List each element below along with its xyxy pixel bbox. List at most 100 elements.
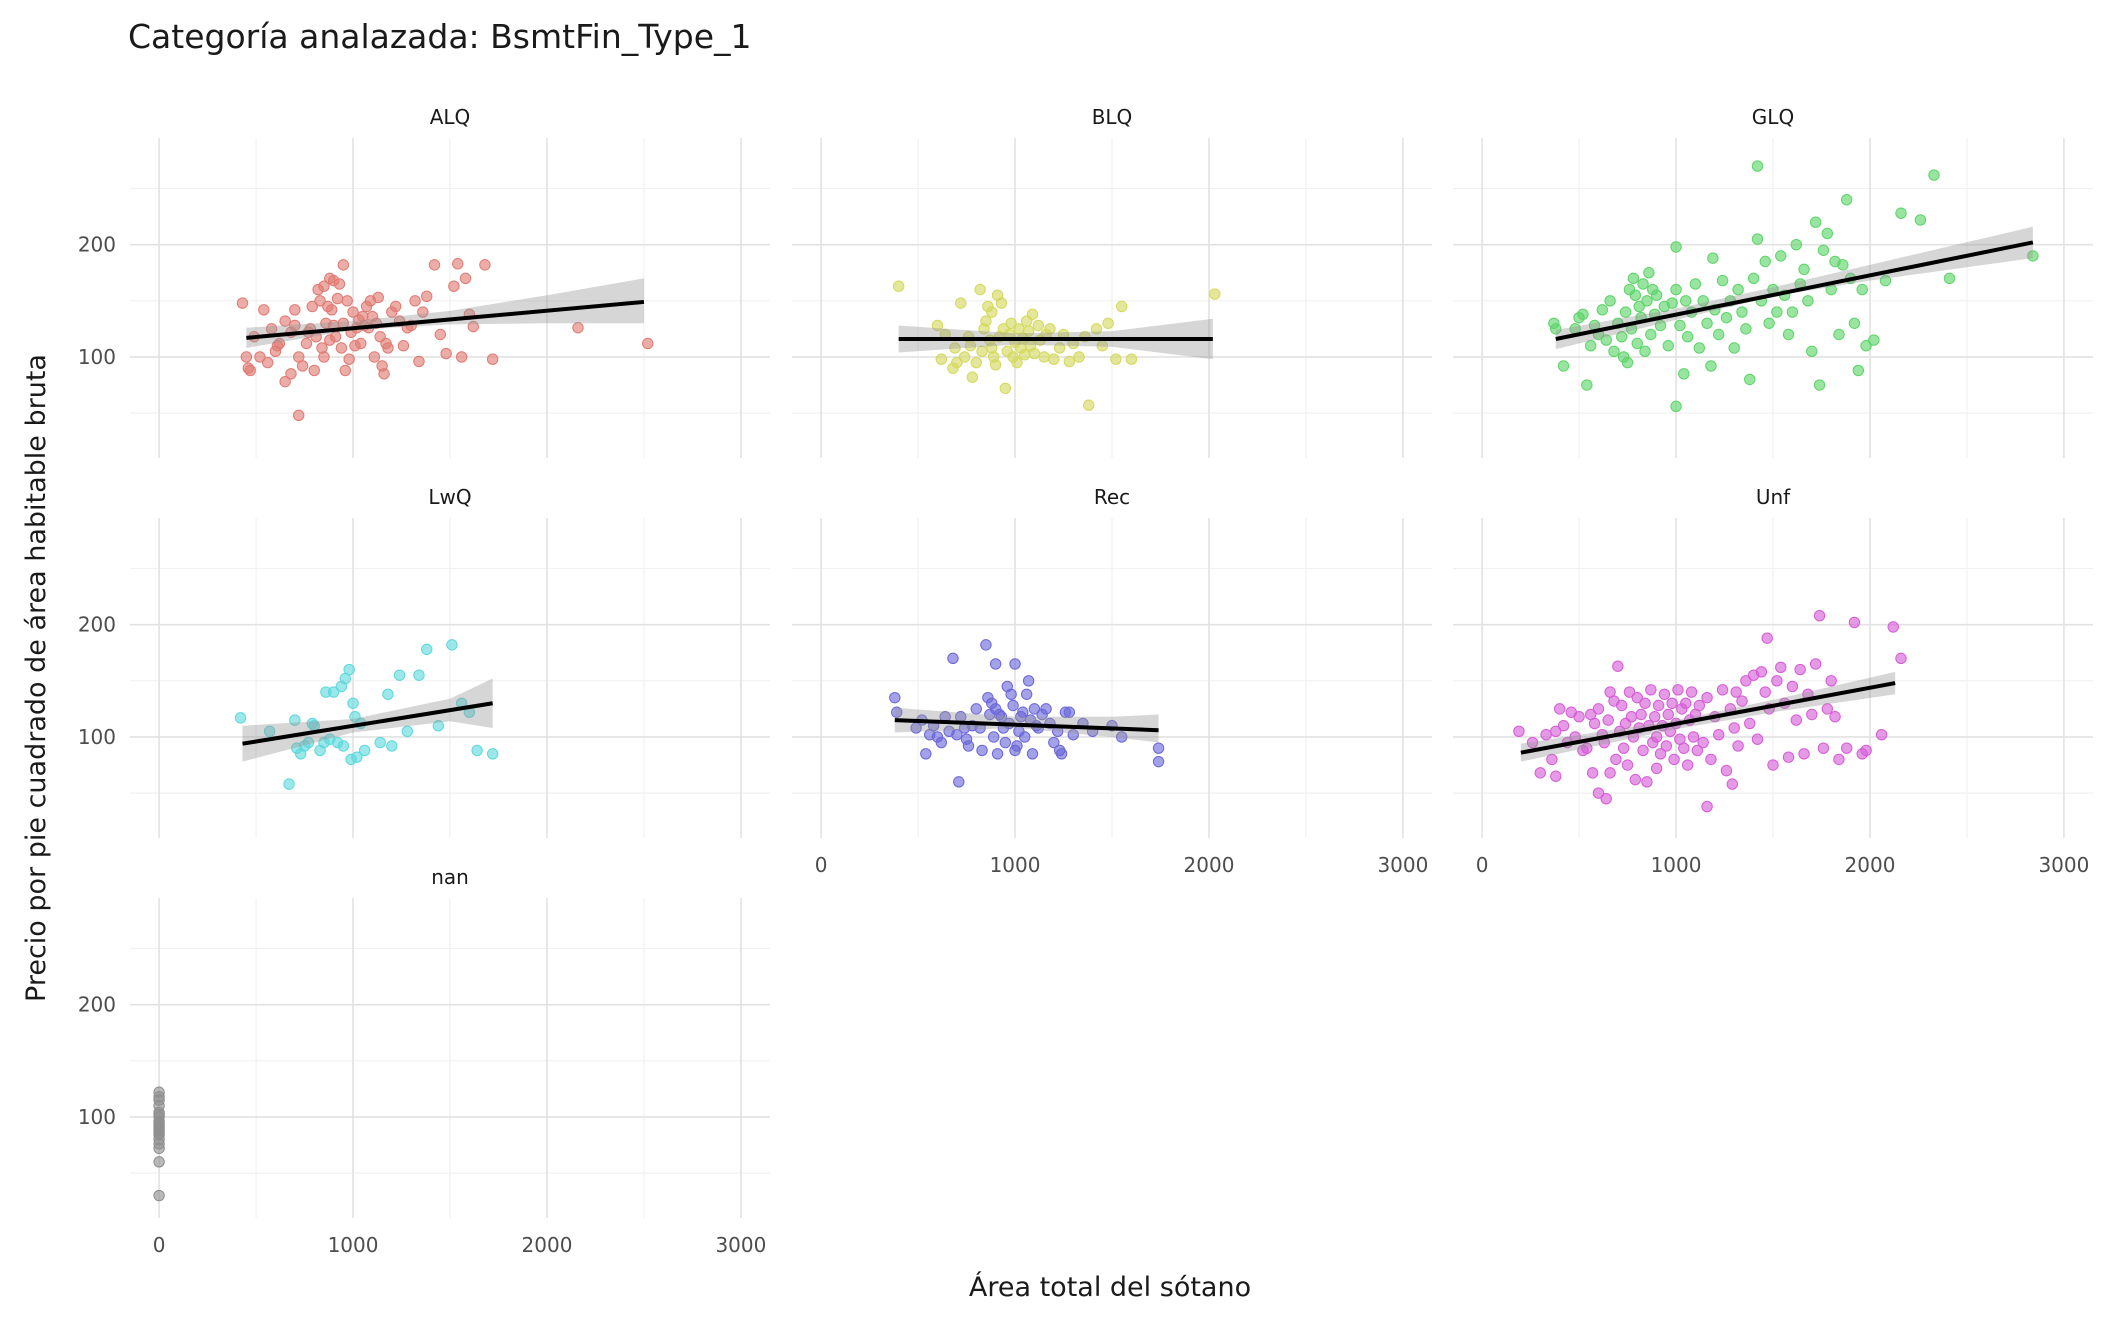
x-tick-label: 1000 <box>1651 853 1702 877</box>
data-point <box>1763 317 1775 329</box>
data-point <box>1017 706 1029 718</box>
data-point <box>1817 244 1830 256</box>
data-point <box>327 686 340 698</box>
data-point <box>991 748 1004 760</box>
data-point <box>947 652 959 665</box>
facet-label: nan <box>431 865 469 889</box>
confidence-band <box>242 678 493 762</box>
data-point <box>1637 744 1649 757</box>
data-point <box>935 736 948 749</box>
data-point <box>1546 753 1558 766</box>
data-point <box>1577 308 1589 320</box>
data-point <box>1645 684 1657 696</box>
data-point <box>1693 342 1706 354</box>
data-point <box>1617 742 1630 754</box>
data-point <box>318 280 330 292</box>
data-point <box>1604 295 1616 307</box>
data-point <box>999 382 1012 395</box>
data-point <box>1616 699 1628 712</box>
x-tick-label: 1000 <box>990 853 1041 877</box>
data-point <box>434 328 447 341</box>
data-point <box>279 315 291 327</box>
data-point <box>1712 729 1725 741</box>
data-point <box>1660 740 1673 752</box>
data-point <box>1693 699 1706 712</box>
x-tick-label: 3000 <box>2038 853 2089 877</box>
data-point <box>153 1086 165 1098</box>
data-point <box>1670 400 1682 413</box>
data-point <box>1914 214 1927 226</box>
data-point <box>1011 740 1023 752</box>
data-point <box>1730 686 1742 698</box>
x-tick-label: 2000 <box>522 1233 573 1257</box>
data-point <box>1697 736 1709 749</box>
data-point <box>1592 703 1605 715</box>
data-point <box>1557 720 1570 732</box>
data-point <box>892 280 905 292</box>
data-point <box>261 356 274 369</box>
data-point <box>331 292 344 305</box>
data-point <box>289 304 301 316</box>
data-point <box>974 283 986 296</box>
facet-panel-GLQ: GLQ <box>1453 105 2093 458</box>
data-point <box>1152 755 1165 768</box>
y-tick-label: 100 <box>78 725 116 749</box>
data-point <box>1751 233 1764 245</box>
data-point <box>1802 295 1814 307</box>
data-point <box>1090 323 1103 335</box>
data-point <box>1809 216 1822 228</box>
data-point <box>428 259 441 271</box>
data-point <box>1821 227 1834 240</box>
data-point <box>1654 319 1667 332</box>
data-point <box>891 706 903 718</box>
data-point <box>1798 748 1810 760</box>
data-point <box>240 351 253 363</box>
data-point <box>368 351 381 363</box>
facet-label: Unf <box>1756 485 1791 509</box>
data-point <box>455 351 468 363</box>
facet-label: GLQ <box>1752 105 1794 129</box>
data-point <box>1550 725 1562 738</box>
data-point <box>1771 306 1783 318</box>
data-point <box>1658 688 1671 700</box>
data-point <box>1680 697 1692 709</box>
data-point <box>1895 207 1907 219</box>
data-point <box>1102 317 1114 329</box>
data-point <box>1678 368 1690 380</box>
data-point <box>1022 325 1035 337</box>
data-point <box>1790 714 1802 726</box>
data-point <box>1648 711 1661 723</box>
data-point <box>949 342 961 354</box>
data-point <box>1895 652 1907 665</box>
x-tick-label: 1000 <box>328 1233 379 1257</box>
data-point <box>306 300 319 313</box>
data-point <box>389 300 402 313</box>
data-point <box>153 1156 165 1168</box>
data-point <box>1852 364 1865 377</box>
data-point <box>1550 323 1562 335</box>
data-point <box>1833 753 1845 766</box>
data-point <box>325 304 338 316</box>
data-point <box>446 639 458 651</box>
data-point <box>1152 742 1165 754</box>
data-point <box>1732 740 1744 752</box>
data-point <box>1751 733 1764 745</box>
data-point <box>1019 349 1031 361</box>
data-point <box>1625 711 1638 723</box>
data-point <box>1038 351 1050 363</box>
data-point <box>1641 776 1653 788</box>
data-point <box>343 663 355 676</box>
chart-title: Categoría analazada: BsmtFin_Type_1 <box>128 17 752 56</box>
data-point <box>1540 729 1552 741</box>
data-point <box>314 295 326 307</box>
data-point <box>153 1189 165 1202</box>
data-point <box>417 306 429 318</box>
data-point <box>1026 308 1039 320</box>
data-point <box>1637 278 1649 290</box>
data-point <box>1662 708 1674 721</box>
data-point <box>1670 283 1682 296</box>
data-point <box>931 319 944 332</box>
data-point <box>1581 742 1593 754</box>
data-point <box>1026 748 1039 760</box>
